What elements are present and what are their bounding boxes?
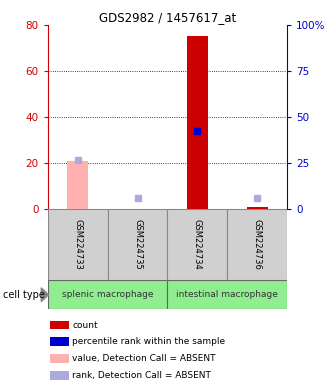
Text: GSM224735: GSM224735 — [133, 219, 142, 270]
Bar — [48, 209, 108, 280]
Bar — [50, 354, 69, 363]
Bar — [108, 209, 167, 280]
Bar — [50, 371, 69, 380]
Text: percentile rank within the sample: percentile rank within the sample — [72, 338, 225, 346]
Text: count: count — [72, 321, 98, 329]
Text: rank, Detection Call = ABSENT: rank, Detection Call = ABSENT — [72, 371, 211, 380]
Text: GSM224736: GSM224736 — [253, 219, 262, 270]
Bar — [227, 209, 287, 280]
Bar — [50, 321, 69, 329]
Bar — [48, 280, 168, 309]
Polygon shape — [41, 288, 49, 302]
Bar — [247, 207, 268, 209]
Text: value, Detection Call = ABSENT: value, Detection Call = ABSENT — [72, 354, 215, 363]
Bar — [187, 36, 208, 209]
Text: cell type: cell type — [3, 290, 45, 300]
Bar — [168, 280, 287, 309]
Text: GSM224733: GSM224733 — [73, 219, 82, 270]
Title: GDS2982 / 1457617_at: GDS2982 / 1457617_at — [99, 11, 236, 24]
Text: GSM224734: GSM224734 — [193, 219, 202, 270]
Text: intestinal macrophage: intestinal macrophage — [176, 290, 278, 299]
Bar — [168, 209, 227, 280]
Text: splenic macrophage: splenic macrophage — [62, 290, 153, 299]
Bar — [50, 338, 69, 346]
Bar — [67, 161, 88, 209]
